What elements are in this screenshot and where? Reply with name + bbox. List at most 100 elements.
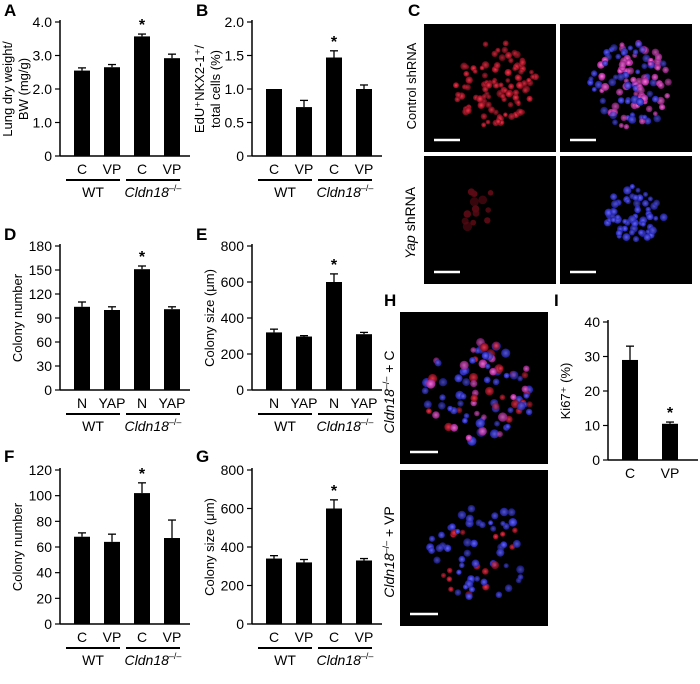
x-tick-label: VP bbox=[163, 629, 182, 645]
micro-h-bottom bbox=[400, 470, 548, 626]
y-axis-label: Ki67⁺ (%) bbox=[558, 363, 573, 420]
panel-letter-c: C bbox=[408, 1, 420, 20]
y-tick-label: 1.0 bbox=[225, 81, 245, 97]
y-tick-label: 30 bbox=[584, 349, 600, 365]
cell-nucleus bbox=[489, 429, 500, 439]
cell-nucleus bbox=[450, 423, 459, 432]
cell-nucleus bbox=[633, 199, 641, 208]
cell-nucleus bbox=[470, 394, 478, 402]
cell-nucleus bbox=[641, 63, 648, 70]
cell-nucleus bbox=[462, 584, 469, 590]
cell-nucleus bbox=[446, 567, 453, 574]
x-tick-label: YAP bbox=[351, 395, 378, 411]
cell-nucleus bbox=[471, 559, 480, 568]
y-tick-label: 100 bbox=[29, 488, 53, 504]
x-tick-label: VP bbox=[163, 161, 182, 177]
y-tick-label: 0 bbox=[44, 616, 52, 632]
cell-nucleus bbox=[490, 525, 497, 532]
cell-nucleus bbox=[454, 589, 462, 596]
bar bbox=[326, 57, 342, 157]
cell-nucleus bbox=[507, 101, 514, 108]
cell-nucleus bbox=[426, 408, 432, 414]
cell-nucleus bbox=[624, 98, 631, 105]
cell-nucleus bbox=[484, 363, 491, 370]
bar bbox=[266, 558, 282, 624]
cell-nucleus bbox=[469, 357, 476, 364]
cell-nucleus bbox=[516, 401, 526, 411]
group-label-wt: WT bbox=[274, 652, 296, 668]
significance-marker: * bbox=[139, 466, 146, 483]
cell-nucleus bbox=[459, 360, 469, 370]
cell-nucleus bbox=[628, 115, 637, 124]
cell-nucleus bbox=[612, 119, 618, 126]
cell-nucleus bbox=[474, 410, 480, 417]
cell-nucleus bbox=[499, 507, 509, 517]
y-axis-label: Lung dry weight/BW (mg/g) bbox=[0, 41, 31, 137]
y-tick-label: 0.5 bbox=[225, 115, 245, 131]
cell-nucleus bbox=[615, 214, 621, 220]
cell-nucleus bbox=[465, 514, 474, 523]
cell-nucleus bbox=[463, 413, 470, 419]
cell-nucleus bbox=[438, 378, 448, 387]
cell-nucleus bbox=[516, 565, 525, 574]
cell-nucleus bbox=[632, 236, 640, 243]
y-label-line1: Lung dry weight/ bbox=[0, 41, 15, 137]
cell-nucleus bbox=[508, 113, 516, 120]
group-label-ko: Cldn18–/– bbox=[125, 417, 182, 434]
y-tick-label: 30 bbox=[36, 358, 52, 374]
cell-nucleus bbox=[653, 199, 660, 207]
y-tick-label: 120 bbox=[29, 462, 53, 478]
cell-nucleus bbox=[501, 46, 508, 54]
cell-nucleus bbox=[523, 392, 530, 399]
y-tick-label: 1.0 bbox=[33, 115, 53, 131]
cell-nucleus bbox=[645, 206, 651, 213]
group-label-ko-sup: –/– bbox=[169, 183, 182, 193]
cell-nucleus bbox=[470, 380, 478, 388]
cell-nucleus bbox=[433, 556, 441, 564]
group-label-ko-name: Cldn18 bbox=[317, 184, 362, 200]
cell-nucleus bbox=[491, 512, 499, 520]
chart-i: 0 10 20 30 40 Ki67⁺ (%) C * VP bbox=[558, 314, 698, 481]
cell-nucleus bbox=[631, 220, 639, 228]
group-label-wt: WT bbox=[274, 418, 296, 434]
cell-nucleus bbox=[428, 547, 435, 554]
cell-nucleus bbox=[489, 367, 497, 376]
x-tick-label: C bbox=[77, 161, 87, 177]
cell-nucleus bbox=[439, 394, 446, 401]
cell-nucleus bbox=[620, 114, 627, 122]
bar bbox=[266, 89, 282, 156]
panel-letter-d: D bbox=[4, 225, 16, 244]
bar bbox=[164, 538, 180, 624]
cell-nucleus bbox=[649, 79, 658, 87]
cell-nucleus bbox=[468, 586, 475, 593]
group-label-ko-name: Cldn18 bbox=[125, 652, 170, 668]
cells-control-merge bbox=[587, 40, 672, 130]
cell-nucleus bbox=[458, 555, 466, 563]
y-tick-label: 600 bbox=[221, 274, 245, 290]
cell-nucleus bbox=[622, 218, 628, 224]
panel-letter-h: H bbox=[384, 291, 396, 310]
cell-nucleus bbox=[648, 226, 657, 235]
panel-letter-i: I bbox=[554, 291, 559, 310]
chart-g: 0 200 400 600 800 Colony size (μm) C VP * C VP WT Cl… bbox=[202, 462, 382, 668]
cell-nucleus bbox=[659, 213, 668, 222]
cell-nucleus bbox=[495, 118, 502, 125]
cell-nucleus bbox=[526, 77, 532, 83]
cell-nucleus bbox=[504, 584, 513, 592]
cell-nucleus bbox=[438, 402, 446, 410]
y-tick-label: 120 bbox=[29, 286, 53, 302]
group-label-ko-name: Cldn18 bbox=[317, 418, 362, 434]
cell-nucleus bbox=[435, 544, 444, 553]
cell-nucleus bbox=[612, 74, 619, 80]
y-tick-label: 60 bbox=[36, 334, 52, 350]
cell-nucleus bbox=[472, 69, 478, 74]
cell-nucleus bbox=[498, 82, 504, 88]
cell-nucleus bbox=[484, 217, 491, 224]
cell-nucleus bbox=[623, 124, 630, 130]
cell-nucleus bbox=[516, 100, 521, 105]
cell-nucleus bbox=[474, 575, 480, 582]
cell-nucleus bbox=[634, 206, 641, 214]
cell-nucleus bbox=[653, 215, 659, 221]
y-label: Colony size (μm) bbox=[202, 498, 217, 596]
cell-nucleus bbox=[460, 62, 468, 70]
